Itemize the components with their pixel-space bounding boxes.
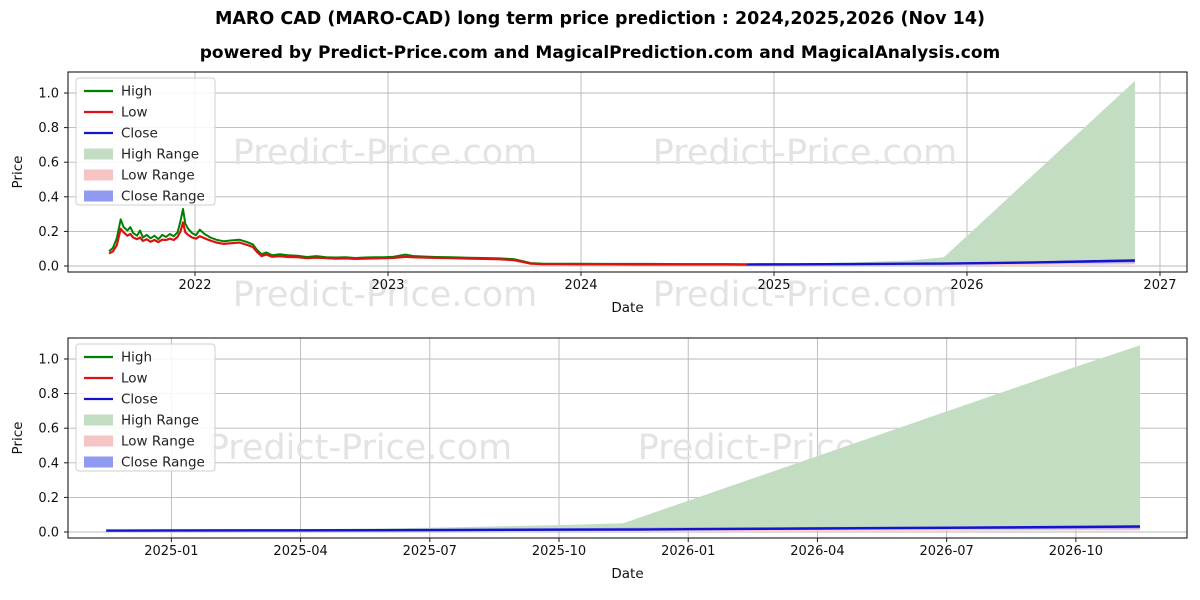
x-axis-ticks: 2022 2023 2024 2025 2026 2027 [178, 272, 1177, 293]
close-line [106, 525, 1141, 532]
svg-text:Predict-Price.com: Predict-Price.com [208, 428, 512, 468]
close-line [746, 259, 1135, 266]
svg-text:2026: 2026 [950, 278, 983, 293]
svg-text:Low: Low [121, 105, 148, 121]
svg-text:Date: Date [611, 566, 643, 582]
svg-text:2025: 2025 [757, 278, 790, 293]
svg-text:High Range: High Range [121, 147, 199, 163]
svg-text:2025-01: 2025-01 [144, 544, 198, 559]
svg-text:High: High [121, 350, 152, 366]
high-range-band [106, 345, 1141, 531]
high-range-band [747, 80, 1135, 265]
low-line [108, 221, 748, 266]
watermark-text: Predict-Price.com Predict-Price.com Predic… [233, 133, 957, 315]
svg-text:0.2: 0.2 [38, 491, 59, 506]
svg-text:1.0: 1.0 [38, 87, 59, 102]
legend: High Low Close High Range Low Range Close Ran… [75, 77, 216, 206]
page-subtitle: powered by Predict-Price.com and Magical… [199, 43, 1001, 63]
svg-text:0.6: 0.6 [38, 422, 59, 437]
svg-text:2026-04: 2026-04 [790, 544, 844, 559]
svg-text:Close: Close [121, 126, 158, 142]
high-line [108, 207, 748, 266]
svg-text:2026-07: 2026-07 [919, 544, 973, 559]
svg-text:Close Range: Close Range [121, 455, 205, 471]
svg-text:2023: 2023 [371, 278, 404, 293]
svg-text:0.0: 0.0 [38, 525, 59, 540]
svg-text:2024: 2024 [564, 278, 597, 293]
svg-text:0.2: 0.2 [38, 225, 59, 240]
svg-text:Predict-Price.com: Predict-Price.com [233, 275, 537, 315]
svg-text:Predict-Price.com: Predict-Price.com [653, 275, 957, 315]
y-axis-ticks: 0.0 0.2 0.4 0.6 0.8 1.0 [38, 353, 68, 540]
svg-text:0.0: 0.0 [38, 259, 59, 274]
svg-text:Close: Close [121, 392, 158, 408]
x-axis-label: Date [611, 300, 643, 316]
page-title: MARO CAD (MARO-CAD) long term price pred… [214, 9, 986, 29]
svg-text:2026-01: 2026-01 [661, 544, 715, 559]
svg-text:2025-07: 2025-07 [403, 544, 457, 559]
svg-text:0.6: 0.6 [38, 156, 59, 171]
y-axis-label: Price [10, 422, 26, 455]
y-axis-ticks: 0.0 0.2 0.4 0.6 0.8 1.0 [38, 87, 68, 274]
svg-text:Price: Price [10, 156, 26, 189]
svg-text:2027: 2027 [1143, 278, 1176, 293]
svg-text:Low: Low [121, 371, 148, 387]
top-price-chart: Predict-Price.com Predict-Price.com Predic… [10, 71, 1188, 316]
svg-text:0.4: 0.4 [38, 456, 59, 471]
svg-text:Date: Date [611, 300, 643, 316]
plot-grid [68, 72, 1187, 272]
svg-text:Low Range: Low Range [121, 434, 195, 450]
plot-frame [67, 337, 1188, 539]
svg-text:2026-10: 2026-10 [1049, 544, 1103, 559]
svg-text:2022: 2022 [178, 278, 211, 293]
x-axis-label: Date [611, 566, 643, 582]
svg-text:Predict-Price.com: Predict-Price.com [653, 133, 957, 173]
legend: High Low Close High Range Low Range Close Ran… [75, 343, 216, 472]
svg-text:2025-10: 2025-10 [532, 544, 586, 559]
x-axis-ticks: 2025-01 2025-04 2025-07 2025-10 2026-01 2026-… [144, 538, 1103, 559]
svg-text:High: High [121, 84, 152, 100]
svg-text:Close Range: Close Range [121, 189, 205, 205]
watermark-text: Predict-Price.com Predict-Price.com [208, 428, 942, 468]
y-axis-label: Price [10, 156, 26, 189]
svg-text:1.0: 1.0 [38, 353, 59, 368]
plot-frame [67, 71, 1188, 273]
svg-text:0.4: 0.4 [38, 190, 59, 205]
svg-text:Predict-Price.com: Predict-Price.com [233, 133, 537, 173]
bottom-price-chart: Predict-Price.com Predict-Price.com 2025-0… [10, 337, 1188, 582]
svg-text:High Range: High Range [121, 413, 199, 429]
svg-text:Price: Price [10, 422, 26, 455]
svg-text:2025-04: 2025-04 [273, 544, 327, 559]
svg-text:0.8: 0.8 [38, 387, 59, 402]
svg-text:Low Range: Low Range [121, 168, 195, 184]
svg-text:0.8: 0.8 [38, 121, 59, 136]
